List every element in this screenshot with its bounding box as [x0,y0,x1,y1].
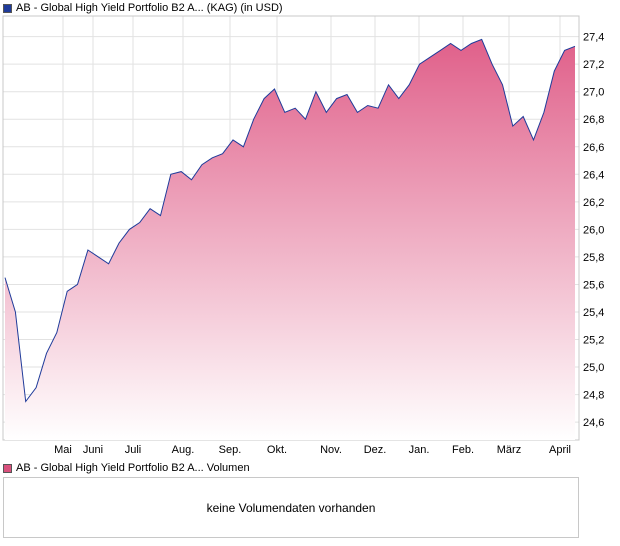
x-tick-label: Mai [54,444,72,456]
y-tick-label: 26,6 [583,142,604,154]
x-tick-label: Aug. [172,444,195,456]
y-tick-label: 26,2 [583,197,604,209]
volume-legend: AB - Global High Yield Portfolio B2 A...… [3,461,250,475]
x-tick-label: Juli [125,444,142,456]
x-tick-label: April [549,444,571,456]
x-tick-label: Feb. [452,444,474,456]
y-tick-label: 27,2 [583,59,604,71]
x-axis: Mai Juni Juli Aug. Sep. Okt. Nov. Dez. Jan. Feb. M… [54,444,571,456]
volume-panel: keine Volumendaten vorhanden [3,477,579,538]
y-tick-label: 27,0 [583,87,604,99]
x-tick-label: März [497,444,521,456]
volume-legend-label: AB - Global High Yield Portfolio B2 A...… [16,462,250,474]
price-legend-swatch [3,3,12,13]
y-tick-label: 26,4 [583,169,604,181]
x-tick-label: Sep. [219,444,242,456]
x-tick-label: Nov. [320,444,342,456]
y-tick-label: 24,8 [583,390,604,402]
y-tick-label: 25,0 [583,362,604,374]
y-tick-label: 25,8 [583,252,604,264]
y-tick-label: 25,4 [583,307,604,319]
price-chart: 24,6 24,8 25,0 25,2 25,4 25,6 25,8 26,0 26,2 26,4… [2,15,604,456]
y-tick-label: 26,0 [583,224,604,236]
y-axis: 24,6 24,8 25,0 25,2 25,4 25,6 25,8 26,0 26,2 26,4… [583,32,604,429]
y-tick-label: 27,4 [583,32,604,44]
volume-legend-swatch [3,463,12,473]
y-tick-label: 25,2 [583,335,604,347]
price-line [4,38,576,403]
y-tick-label: 24,6 [583,417,604,429]
x-tick-label: Okt. [267,444,287,456]
y-tick-label: 26,8 [583,114,604,126]
price-legend: AB - Global High Yield Portfolio B2 A...… [3,1,283,15]
x-tick-label: Jan. [409,444,430,456]
y-tick-label: 25,6 [583,279,604,291]
price-area [5,39,575,441]
price-legend-label: AB - Global High Yield Portfolio B2 A...… [16,2,283,14]
x-tick-label: Dez. [364,444,387,456]
no-volume-message: keine Volumendaten vorhanden [206,500,376,515]
x-tick-label: Juni [83,444,103,456]
